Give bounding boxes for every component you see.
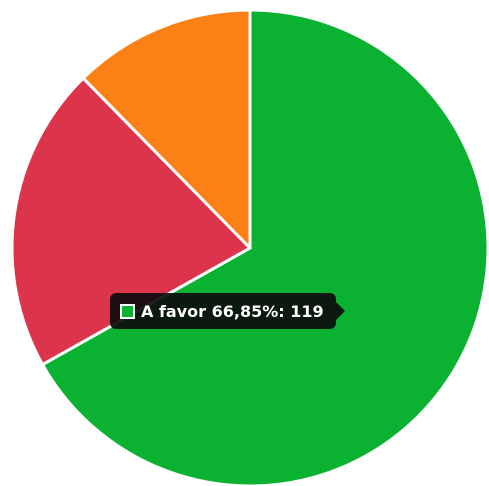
pie-tooltip: A favor 66,85%: 119 xyxy=(110,293,336,329)
pie-slice-3[interactable] xyxy=(81,8,252,250)
tooltip-label: A favor 66,85%: 119 xyxy=(141,301,324,321)
tooltip-swatch-icon xyxy=(120,303,135,319)
pie-slice-2[interactable] xyxy=(10,76,252,367)
pie-slice-1[interactable] xyxy=(41,8,489,486)
